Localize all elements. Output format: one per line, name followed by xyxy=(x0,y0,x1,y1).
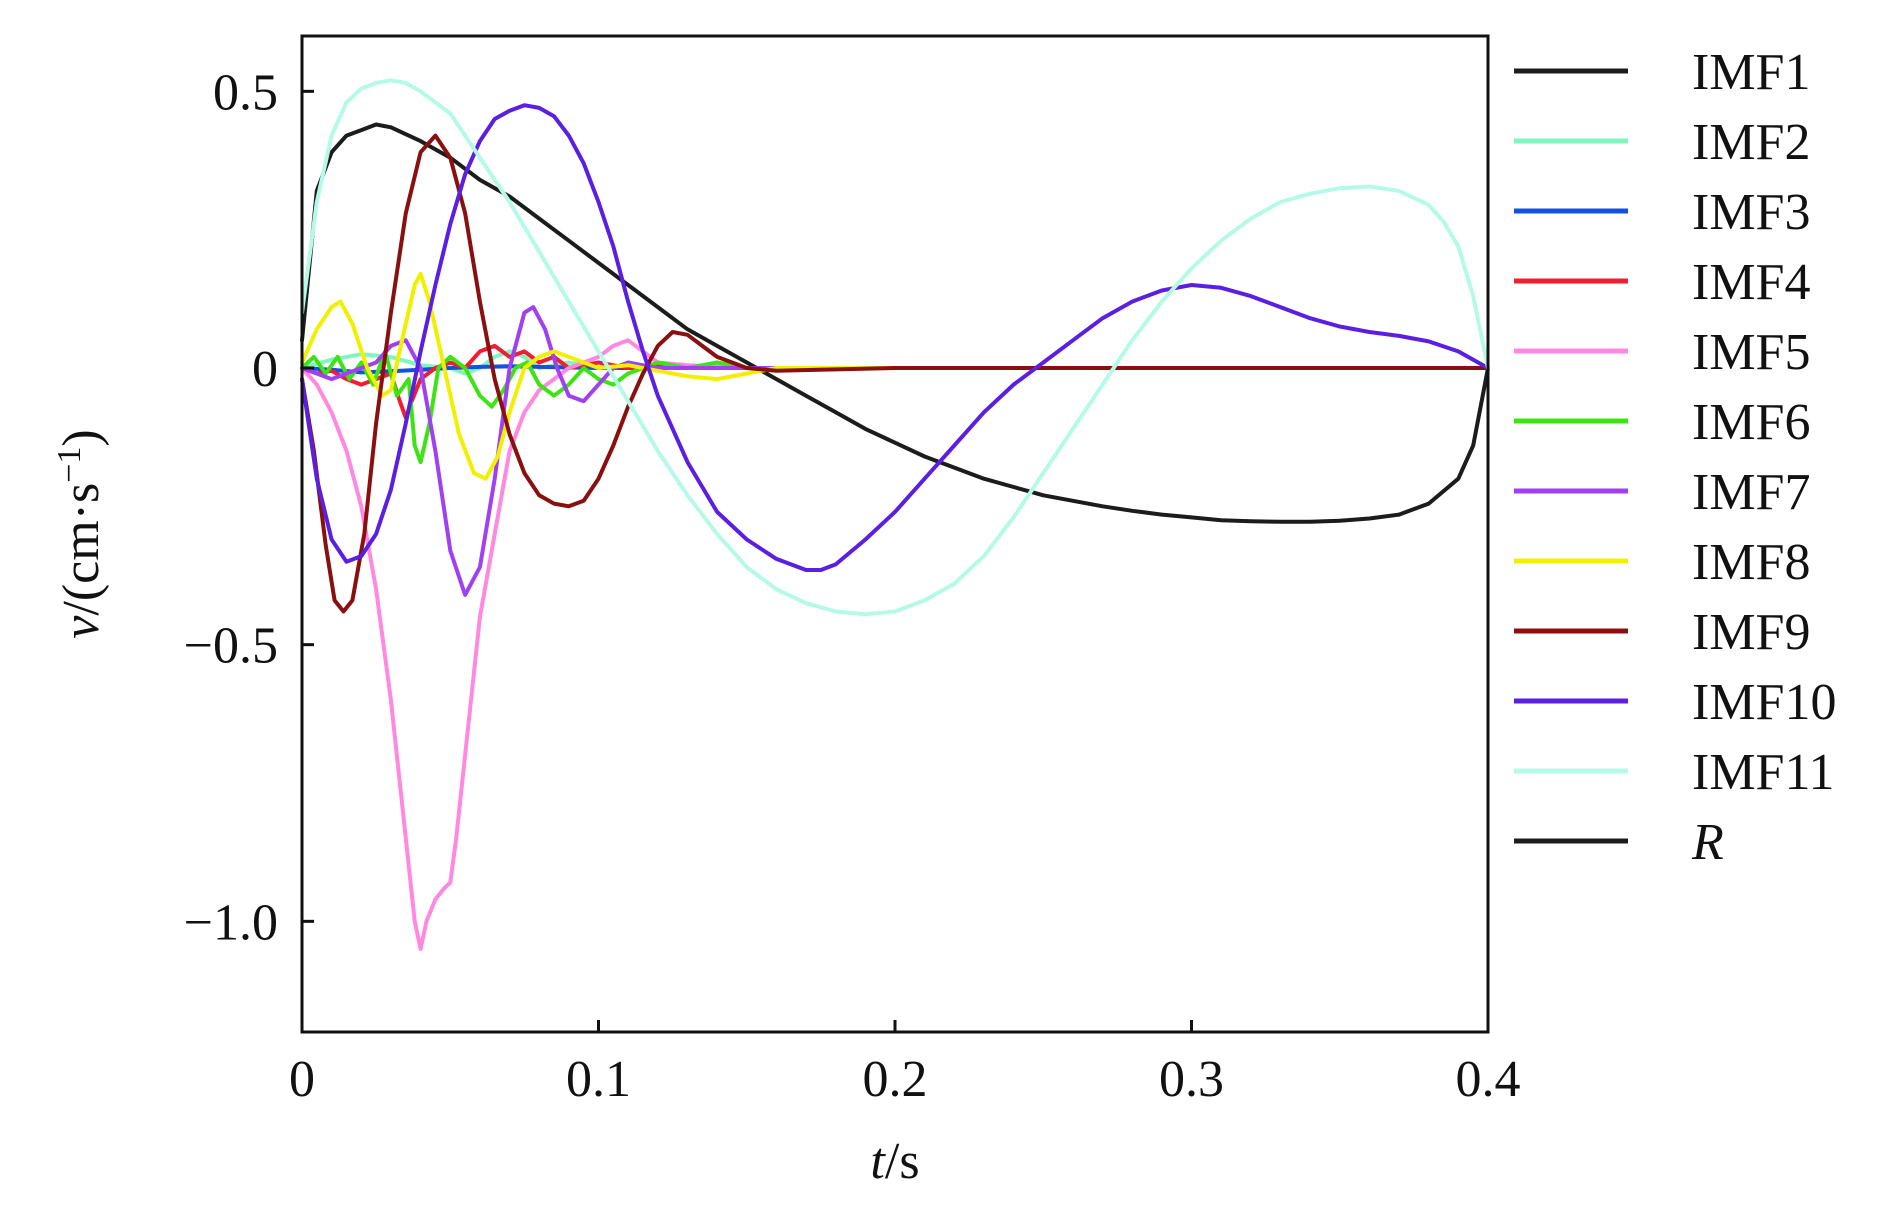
y-axis: 0.5 0 −0.5 −1.0 xyxy=(184,64,314,951)
legend-label: IMF3 xyxy=(1692,184,1810,241)
series-line-imf4 xyxy=(300,343,1490,420)
series-line-imf10 xyxy=(300,103,1490,572)
legend-item-imf5: IMF5 xyxy=(1514,324,1810,381)
series-line-imf8 xyxy=(300,271,1490,481)
legend-label: IMF9 xyxy=(1692,604,1810,661)
series-line-imf11 xyxy=(300,78,1490,617)
y-tick-label: −1.0 xyxy=(184,894,278,951)
legend-item-r: R xyxy=(1514,814,1724,871)
x-tick-label: 0.2 xyxy=(863,1051,928,1108)
legend-label: IMF10 xyxy=(1692,674,1836,731)
series-line-imf1 xyxy=(300,122,1490,524)
plot-frame xyxy=(300,34,1490,1034)
legend-label: R xyxy=(1691,814,1724,871)
legend-label: IMF2 xyxy=(1692,114,1810,171)
x-axis-label: t/s xyxy=(870,1133,919,1190)
series-line-imf9 xyxy=(300,133,1490,614)
legend-item-imf3: IMF3 xyxy=(1514,184,1810,241)
legend-label: IMF5 xyxy=(1692,324,1810,381)
series-line-imf2 xyxy=(300,349,1490,376)
legend-label: IMF1 xyxy=(1692,44,1810,101)
legend-item-imf7: IMF7 xyxy=(1514,464,1810,521)
series-line-imf5 xyxy=(300,338,1490,951)
legend-item-imf6: IMF6 xyxy=(1514,394,1810,451)
series-line-imf6 xyxy=(300,349,1490,465)
legend-label: IMF8 xyxy=(1692,534,1810,591)
legend-item-imf2: IMF2 xyxy=(1514,114,1810,171)
legend-label: IMF4 xyxy=(1692,254,1810,311)
legend-item-imf10: IMF10 xyxy=(1514,674,1836,731)
x-tick-label: 0 xyxy=(289,1051,315,1108)
legend-label: IMF6 xyxy=(1692,394,1810,451)
x-tick-label: 0.3 xyxy=(1159,1051,1224,1108)
legend-label: IMF11 xyxy=(1692,744,1835,801)
x-tick-label: 0.4 xyxy=(1456,1051,1521,1108)
legend-item-imf11: IMF11 xyxy=(1514,744,1835,801)
legend-item-imf9: IMF9 xyxy=(1514,604,1810,661)
legend-item-imf8: IMF8 xyxy=(1514,534,1810,591)
y-axis-label: v/(cm·s−1) xyxy=(51,429,111,638)
x-axis: 0 0.1 0.2 0.3 0.4 xyxy=(289,1020,1521,1108)
legend-label: IMF7 xyxy=(1692,464,1810,521)
x-tick-label: 0.1 xyxy=(566,1051,631,1108)
legend: IMF1 IMF2 IMF3 IMF4 IMF5 IMF6 IMF7 IMF8 IMF9 IMF1… xyxy=(1514,44,1836,871)
legend-item-imf4: IMF4 xyxy=(1514,254,1810,311)
series-line-imf7 xyxy=(300,305,1490,597)
y-tick-label: 0.5 xyxy=(213,64,278,121)
series-layer xyxy=(300,78,1490,951)
legend-item-imf1: IMF1 xyxy=(1514,44,1810,101)
y-tick-label: −0.5 xyxy=(184,618,278,675)
y-tick-label: 0 xyxy=(252,341,278,398)
